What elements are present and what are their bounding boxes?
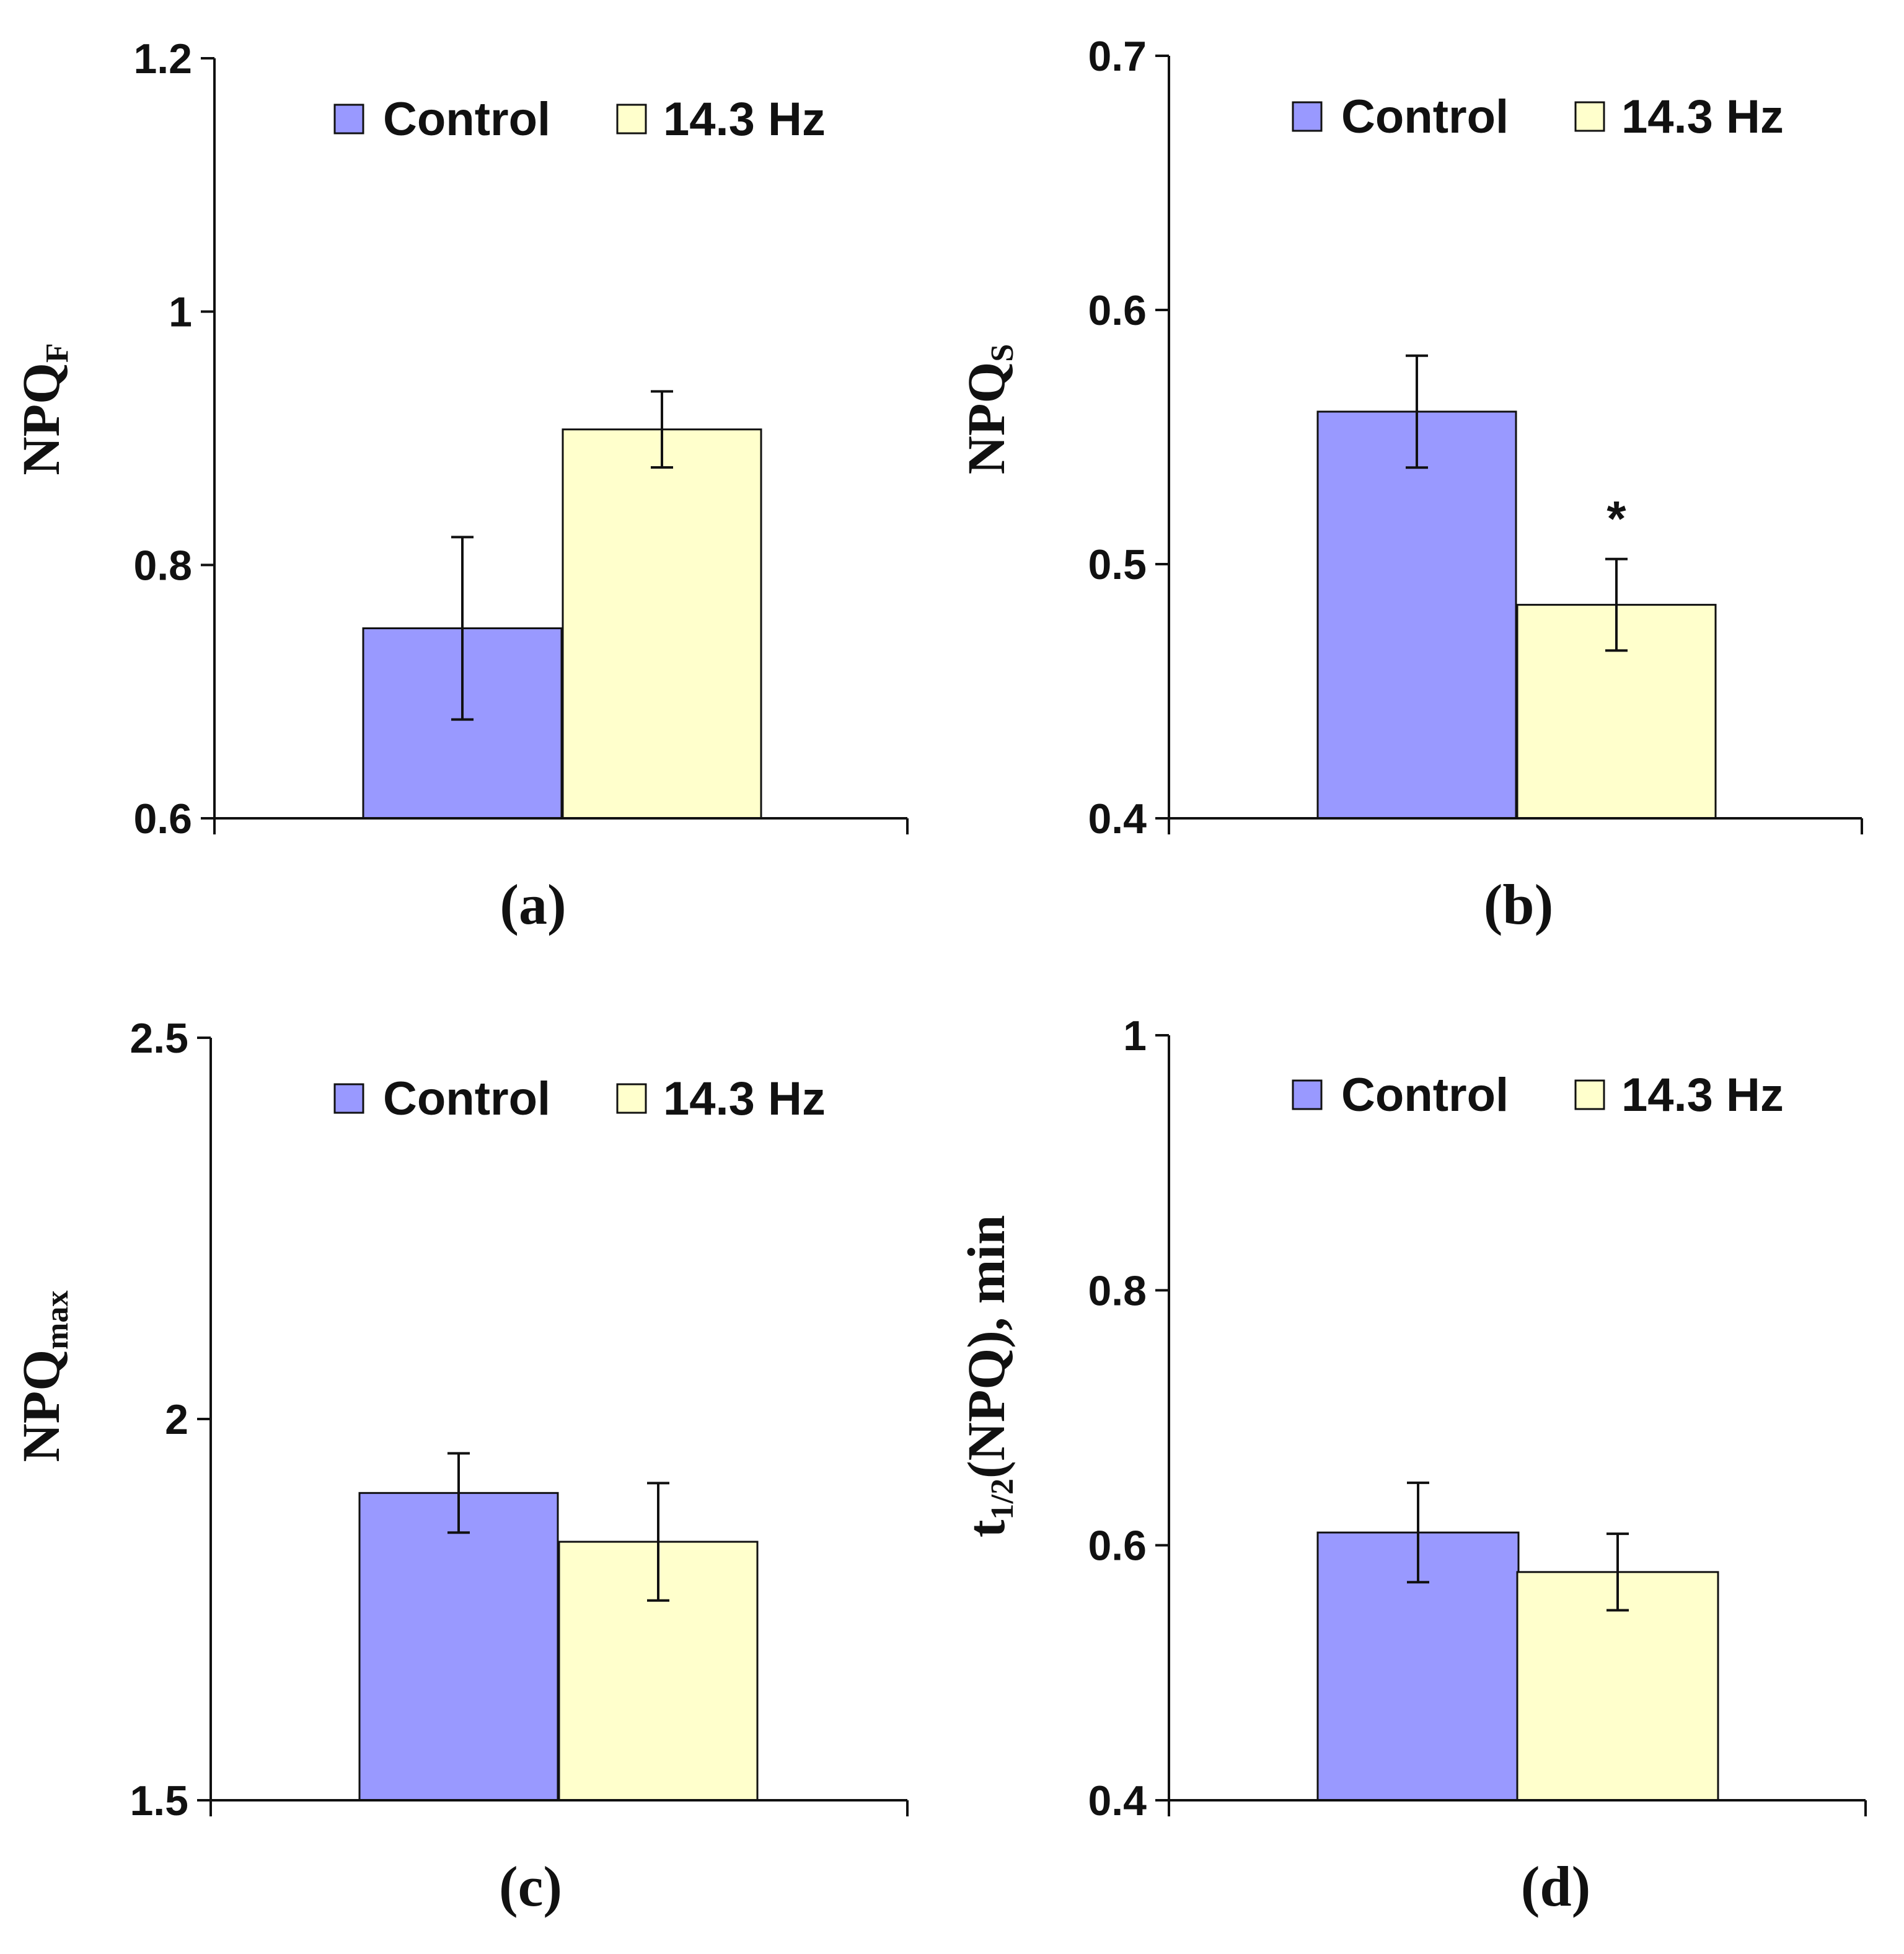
chart-panel-4: 0.4 0.6 0.8 1 Control 14.3 Hz t1/2(NPQ), min (d… xyxy=(956,1012,1867,1918)
error-bar xyxy=(1606,1532,1629,1612)
y-axis-label: NPQF xyxy=(11,343,75,475)
significance-marker: * xyxy=(1606,491,1626,546)
legend-label-treated: 14.3 Hz xyxy=(663,93,826,146)
y-tick-label: 0.6 xyxy=(1088,1523,1147,1570)
y-tick-label: 2.5 xyxy=(130,1015,188,1062)
legend-label-control: Control xyxy=(1341,1069,1509,1121)
y-tick-label: 0.8 xyxy=(133,542,192,589)
chart-panel-3: 1.5 2 2.5 Control 14.3 Hz NPQmax (c) xyxy=(11,1015,909,1918)
y-tick-label: 0.5 xyxy=(1088,541,1147,588)
y-axis-label: t1/2(NPQ), min xyxy=(956,1215,1020,1537)
legend-label-control: Control xyxy=(383,1072,550,1125)
error-bar xyxy=(651,390,673,469)
y-tick-label: 0.6 xyxy=(133,795,192,842)
y-tick-label: 2 xyxy=(165,1396,188,1443)
error-bar xyxy=(647,1482,669,1602)
legend-swatch-treated xyxy=(1574,1079,1605,1110)
panel-label: (c) xyxy=(499,1855,562,1918)
legend: Control 14.3 Hz xyxy=(333,93,826,146)
error-bar xyxy=(451,536,474,721)
panel-label: (d) xyxy=(1521,1855,1590,1918)
y-tick-label: 1 xyxy=(1123,1012,1147,1059)
legend-swatch-control xyxy=(1292,101,1323,132)
y-tick-label: 0.4 xyxy=(1088,1777,1147,1824)
chart-panel-2: * 0.4 0.5 0.6 0.7 Control 14.3 Hz NPQS (b) xyxy=(956,33,1863,936)
panel-label: (a) xyxy=(500,873,566,936)
panel-label: (b) xyxy=(1484,873,1553,936)
legend-label-control: Control xyxy=(383,93,550,146)
bar-treated xyxy=(562,428,762,820)
legend-swatch-control xyxy=(333,1083,364,1114)
y-tick-label: 1.5 xyxy=(130,1777,188,1824)
bar-control xyxy=(1316,410,1517,820)
error-bar xyxy=(1406,354,1428,469)
legend-label-control: Control xyxy=(1341,91,1509,143)
legend-swatch-treated xyxy=(1574,101,1605,132)
y-tick-label: 1.2 xyxy=(133,35,192,82)
legend-swatch-control xyxy=(333,104,364,135)
legend: Control 14.3 Hz xyxy=(333,1072,826,1125)
y-tick-label: 1 xyxy=(169,289,192,336)
legend-label-treated: 14.3 Hz xyxy=(1621,91,1784,143)
legend-label-treated: 14.3 Hz xyxy=(663,1072,826,1125)
y-tick-label: 0.8 xyxy=(1088,1267,1147,1314)
y-axis-label: NPQmax xyxy=(11,1291,75,1462)
error-bar xyxy=(1407,1481,1429,1584)
y-axis-label: NPQS xyxy=(956,344,1020,474)
y-tick-label: 0.7 xyxy=(1088,33,1147,80)
legend: Control 14.3 Hz xyxy=(1292,91,1784,143)
y-tick-label: 0.6 xyxy=(1088,287,1147,334)
legend-label-treated: 14.3 Hz xyxy=(1621,1069,1784,1121)
legend-swatch-control xyxy=(1292,1079,1323,1110)
legend: Control 14.3 Hz xyxy=(1292,1069,1784,1121)
chart-panel-1: 0.6 0.8 1 1.2 Control 14.3 Hz NPQF (a) xyxy=(11,35,909,936)
y-tick-label: 0.4 xyxy=(1088,795,1147,842)
bar-control xyxy=(358,1492,559,1801)
error-bar xyxy=(447,1452,470,1534)
legend-swatch-treated xyxy=(616,1083,647,1114)
error-bar xyxy=(1605,557,1628,652)
legend-swatch-treated xyxy=(616,104,647,135)
